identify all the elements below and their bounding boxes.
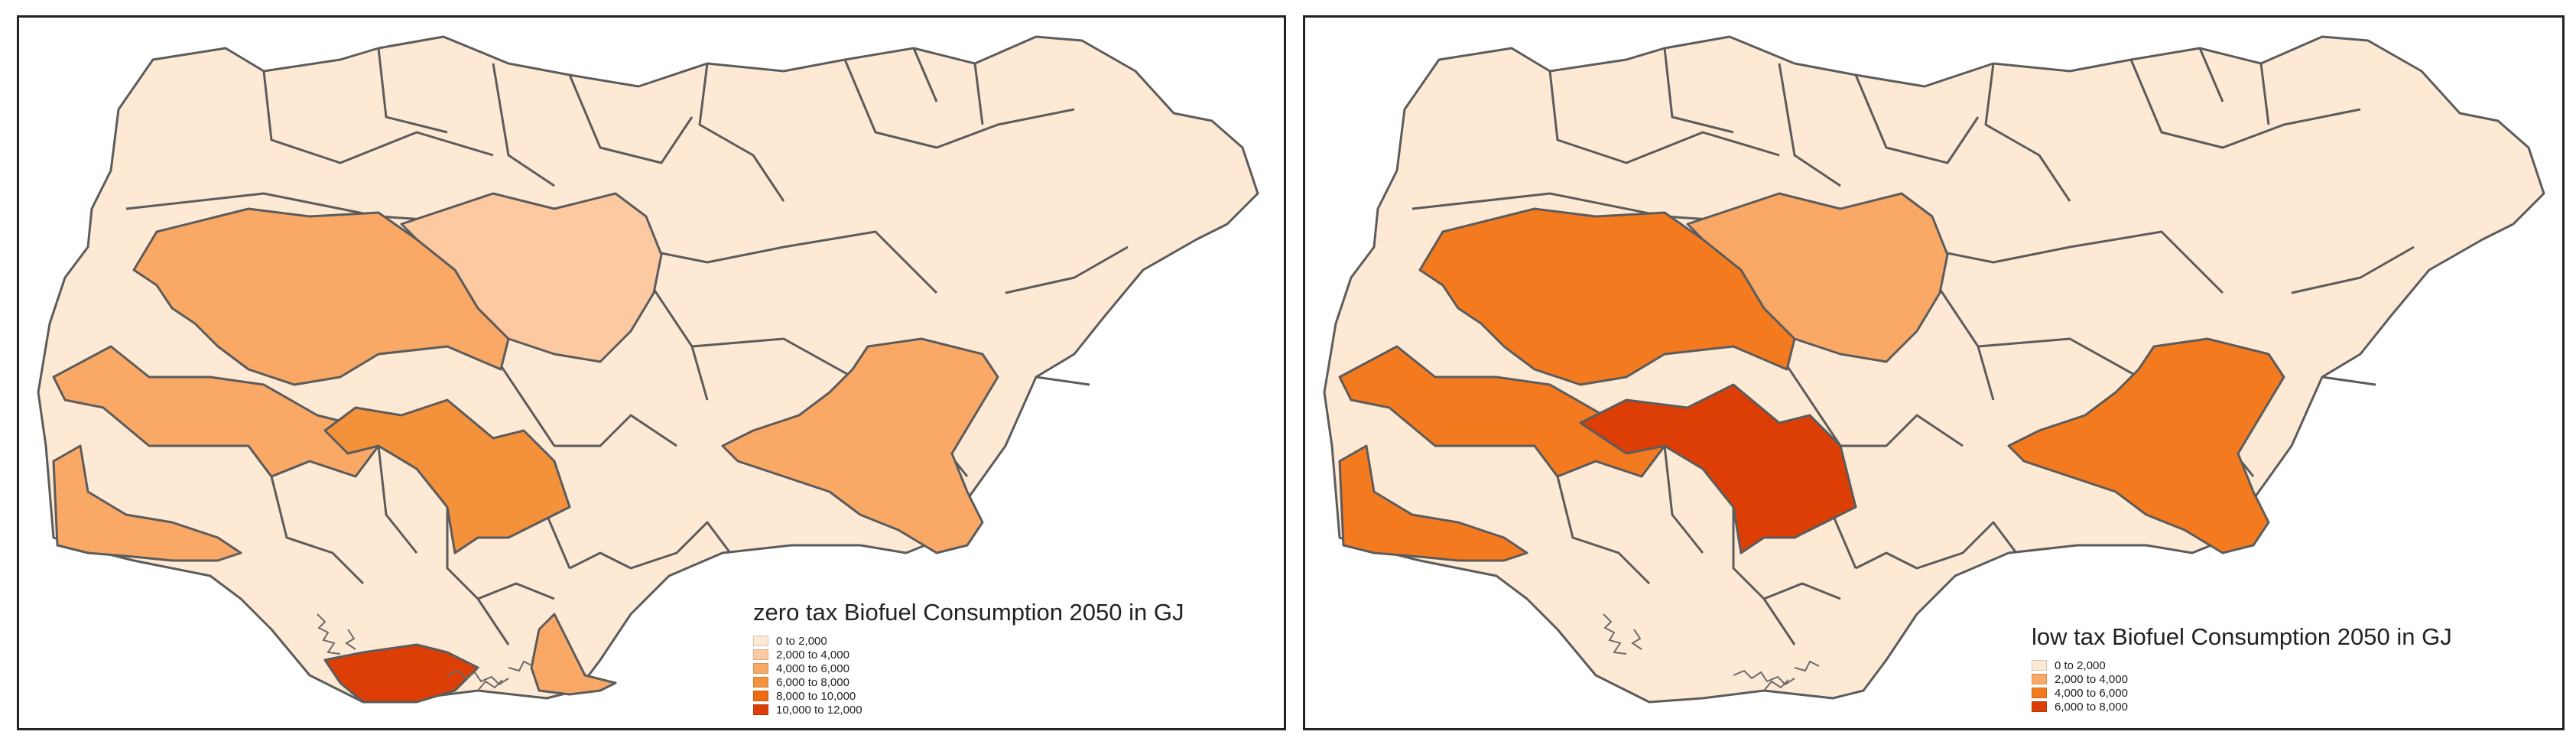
legend-title: zero tax Biofuel Consumption 2050 in GJ: [753, 599, 1184, 626]
legend-item: 2,000 to 4,000: [753, 648, 1184, 662]
coastal-creeks: [1603, 613, 1820, 691]
nigeria-map-low-tax: [1323, 35, 2545, 704]
coastal-creeks: [317, 613, 534, 691]
legend-swatch: [753, 704, 768, 715]
legend-item: 6,000 to 8,000: [2032, 700, 2452, 714]
legend-label: 4,000 to 6,000: [776, 662, 849, 675]
legend-swatch: [2032, 660, 2047, 671]
legend-swatch: [753, 691, 768, 701]
legend-item: 4,000 to 6,000: [2032, 686, 2452, 700]
region-niger: [132, 207, 510, 386]
legend-label: 6,000 to 8,000: [776, 675, 849, 689]
country-outline: [1323, 35, 2545, 704]
legend-swatch: [753, 636, 768, 646]
legend-title: low tax Biofuel Consumption 2050 in GJ: [2032, 623, 2452, 650]
map-panel-zero-tax: zero tax Biofuel Consumption 2050 in GJ …: [17, 15, 1286, 730]
legend-label: 10,000 to 12,000: [776, 703, 862, 717]
region-kaduna: [400, 192, 663, 363]
legend-label: 8,000 to 10,000: [776, 689, 856, 703]
legend-label: 0 to 2,000: [776, 634, 827, 648]
legend-label: 2,000 to 4,000: [2055, 672, 2128, 686]
legend-label: 0 to 2,000: [2055, 658, 2106, 672]
region-rivers-delta: [323, 643, 479, 704]
region-niger: [1418, 207, 1796, 386]
legend-item: 0 to 2,000: [753, 634, 1184, 648]
legend-swatch: [753, 677, 768, 688]
region-ogun-lagos: [52, 444, 242, 562]
map-panel-low-tax: low tax Biofuel Consumption 2050 in GJ 0…: [1303, 15, 2565, 730]
legend-low-tax: low tax Biofuel Consumption 2050 in GJ 0…: [2032, 623, 2452, 714]
legend-swatch: [753, 649, 768, 660]
region-cross-river: [530, 613, 617, 696]
legend-item: 10,000 to 12,000: [753, 703, 1184, 717]
legend-label: 4,000 to 6,000: [2055, 686, 2128, 700]
legend-item: 8,000 to 10,000: [753, 689, 1184, 703]
region-kaduna: [1686, 192, 1949, 363]
legend-item: 2,000 to 4,000: [2032, 672, 2452, 686]
region-taraba-adamawa: [2007, 337, 2285, 554]
region-taraba-adamawa: [721, 337, 999, 554]
legend-swatch: [2032, 674, 2047, 684]
legend-item: 4,000 to 6,000: [753, 662, 1184, 675]
legend-item: 6,000 to 8,000: [753, 675, 1184, 689]
legend-label: 2,000 to 4,000: [776, 648, 849, 662]
legend-label: 6,000 to 8,000: [2055, 700, 2128, 714]
legend-swatch: [2032, 701, 2047, 712]
legend-swatch: [2032, 688, 2047, 698]
legend-item: 0 to 2,000: [2032, 658, 2452, 672]
nigeria-map-zero-tax: [37, 35, 1259, 704]
legend-zero-tax: zero tax Biofuel Consumption 2050 in GJ …: [753, 599, 1184, 717]
region-fct-nasarawa: [1579, 383, 1857, 554]
legend-swatch: [753, 663, 768, 674]
region-ogun-lagos: [1338, 444, 1528, 562]
region-fct-nasarawa: [323, 398, 571, 554]
